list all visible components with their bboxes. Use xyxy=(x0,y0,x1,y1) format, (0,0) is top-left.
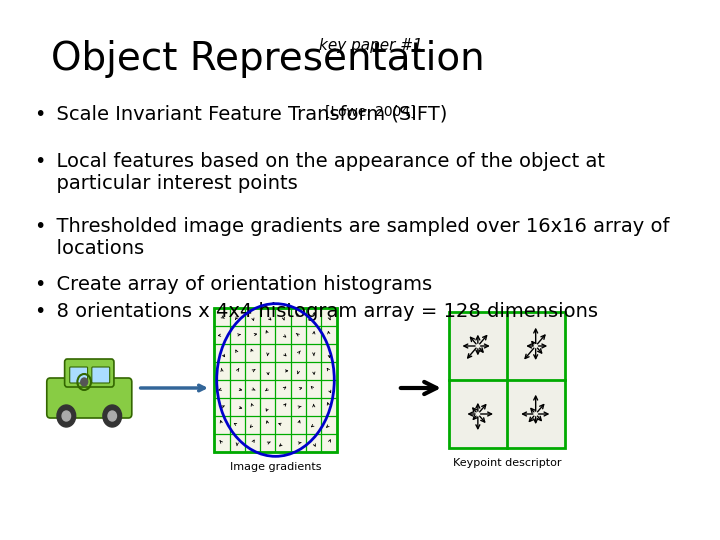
Bar xyxy=(449,312,564,448)
Text: [Lowe. 2004]: [Lowe. 2004] xyxy=(325,105,415,119)
Text: •: • xyxy=(34,302,45,321)
FancyBboxPatch shape xyxy=(65,359,114,387)
Text: Keypoint descriptor: Keypoint descriptor xyxy=(452,458,561,468)
Text: •: • xyxy=(34,275,45,294)
Text: key paper #1: key paper #1 xyxy=(319,38,423,53)
Text: •: • xyxy=(34,105,45,124)
Text: •: • xyxy=(34,217,45,236)
Text: Thresholded image gradients are sampled over 16x16 array of
  locations: Thresholded image gradients are sampled … xyxy=(44,217,670,258)
Circle shape xyxy=(57,405,76,427)
Text: 8 orientations x 4x4 histogram array = 128 dimensions: 8 orientations x 4x4 histogram array = 1… xyxy=(44,302,598,321)
Circle shape xyxy=(62,411,71,421)
Bar xyxy=(215,308,337,452)
Circle shape xyxy=(108,411,117,421)
FancyBboxPatch shape xyxy=(47,378,132,418)
FancyBboxPatch shape xyxy=(70,367,88,383)
Text: Image gradients: Image gradients xyxy=(230,462,321,472)
Text: Object Representation: Object Representation xyxy=(51,40,485,78)
Text: Local features based on the appearance of the object at
  particular interest po: Local features based on the appearance o… xyxy=(44,152,606,193)
FancyBboxPatch shape xyxy=(92,367,109,383)
Circle shape xyxy=(103,405,122,427)
Text: Scale Invariant Feature Transform (SIFT): Scale Invariant Feature Transform (SIFT) xyxy=(44,105,454,124)
Circle shape xyxy=(81,378,88,386)
Text: •: • xyxy=(34,152,45,171)
Text: Create array of orientation histograms: Create array of orientation histograms xyxy=(44,275,432,294)
